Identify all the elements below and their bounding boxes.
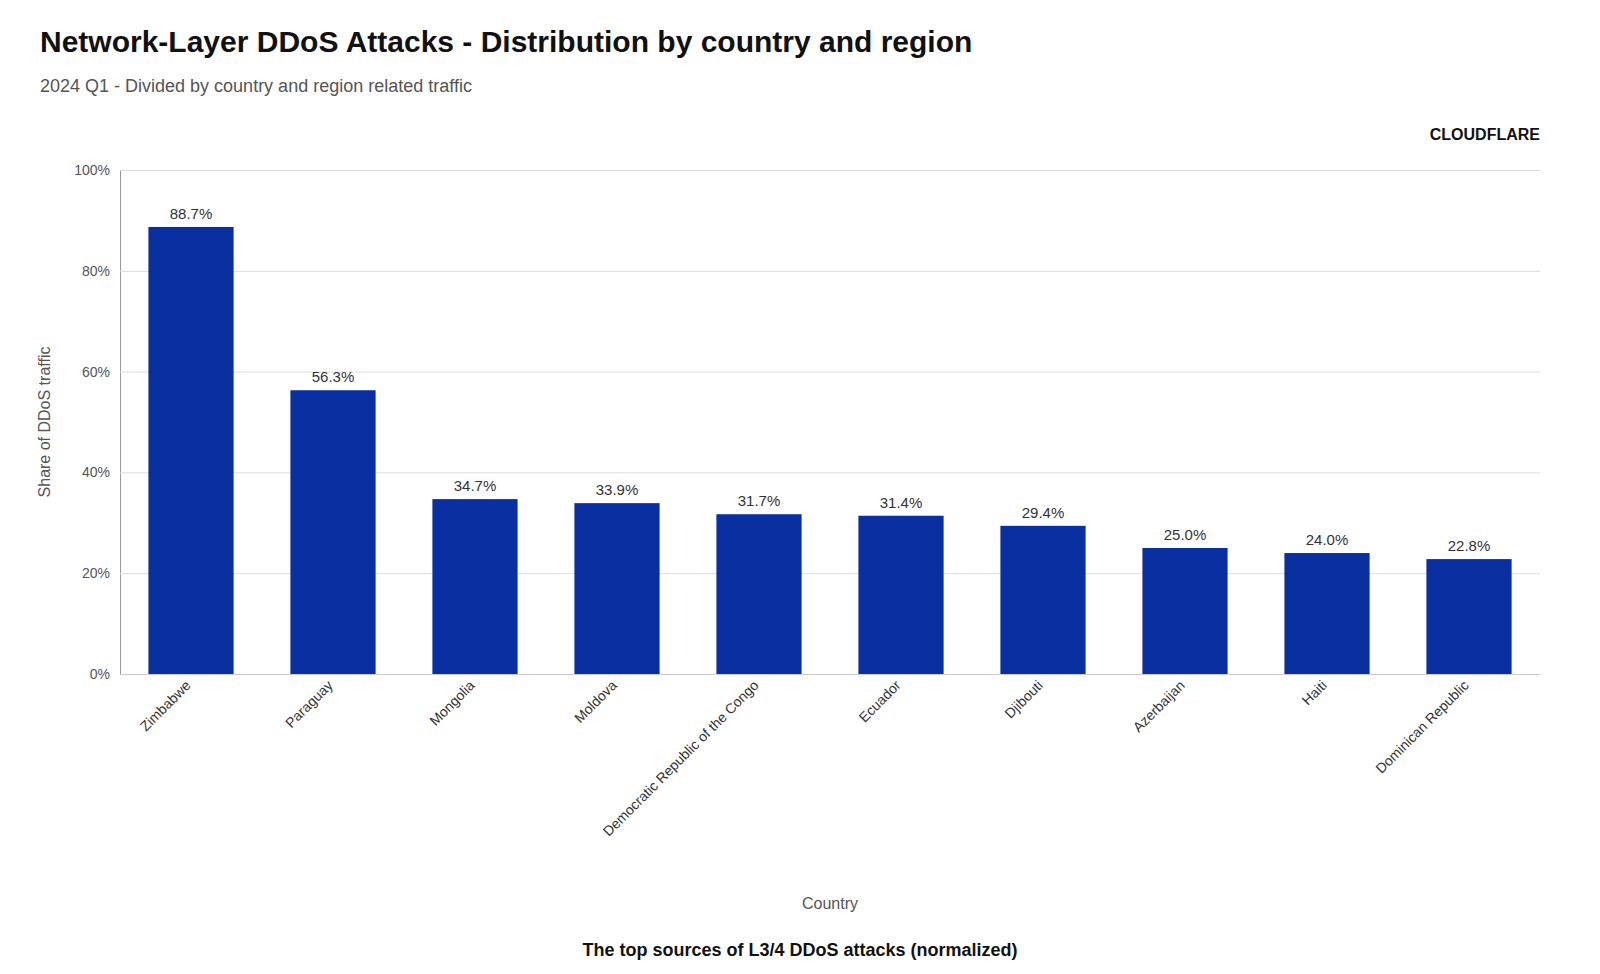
bar <box>1142 548 1227 674</box>
x-axis-title: Country <box>802 895 858 912</box>
chart: Network-Layer DDoS Attacks - Distributio… <box>0 0 1600 974</box>
annotation: CLOUDFLARE <box>1430 126 1541 143</box>
x-tick-label: Dominican Republic <box>1372 677 1471 776</box>
x-tick-label: Democratic Republic of the Congo <box>600 677 762 839</box>
data-label: 24.0% <box>1306 531 1349 548</box>
data-label: 33.9% <box>596 481 639 498</box>
x-axis: Zimbabwe Paraguay Mongolia MoldovaDemocrati… <box>121 675 1541 840</box>
bars <box>148 227 1511 674</box>
x-tick-label: Haiti <box>1299 677 1330 708</box>
x-tick: Moldova <box>571 677 620 726</box>
bar <box>148 227 233 674</box>
bar <box>716 514 801 674</box>
bar <box>858 516 943 674</box>
data-label: 34.7% <box>454 477 497 494</box>
x-tick-label: Djibouti <box>1001 677 1045 721</box>
grid-line <box>120 170 1540 171</box>
grid-line <box>120 674 1540 675</box>
x-tick-label: Paraguay <box>282 677 336 731</box>
x-tick: Democratic Republic of the Congo <box>600 677 762 839</box>
y-tick: 60% <box>82 364 1540 380</box>
bar <box>1284 553 1369 674</box>
grid-line <box>120 271 1540 272</box>
bar <box>290 390 375 674</box>
data-labels: 88.7% 56.3% 34.7% 33.9% 31.7% 31.4% 29.4% 25.0%… <box>170 205 1491 554</box>
data-label: 22.8% <box>1448 537 1491 554</box>
x-axis-line <box>121 674 1541 675</box>
caption: The top sources of L3/4 DDoS attacks (no… <box>582 940 1017 960</box>
x-tick-label: Ecuador <box>856 677 904 725</box>
x-tick: Dominican Republic <box>1372 677 1471 776</box>
y-tick-label: 60% <box>82 364 110 380</box>
bar <box>1000 526 1085 674</box>
bar <box>574 503 659 674</box>
data-label: 88.7% <box>170 205 213 222</box>
x-tick-label: Mongolia <box>426 677 478 729</box>
y-axis-line <box>121 171 1541 675</box>
data-label: 29.4% <box>1022 504 1065 521</box>
y-tick-label: 40% <box>82 464 110 480</box>
y-axis: 0% 20% 40% 60% 80% 100% <box>74 162 1540 682</box>
x-tick: Azerbaijan <box>1130 677 1188 735</box>
subtitle: 2024 Q1 - Divided by country and region … <box>40 76 472 96</box>
data-label: 25.0% <box>1164 526 1207 543</box>
y-tick: 100% <box>74 162 1540 178</box>
y-tick: 80% <box>82 263 1540 279</box>
x-tick-label: Moldova <box>571 677 620 726</box>
x-tick-label: Azerbaijan <box>1130 677 1188 735</box>
x-tick-label: Zimbabwe <box>137 677 194 734</box>
y-tick-label: 20% <box>82 565 110 581</box>
y-tick-label: 0% <box>90 666 110 682</box>
x-tick: Mongolia <box>426 677 478 729</box>
y-tick-label: 100% <box>74 162 110 178</box>
bar <box>1426 559 1511 674</box>
y-axis-title: Share of DDoS traffic <box>36 347 53 498</box>
x-tick: Djibouti <box>1001 677 1045 721</box>
x-tick: Zimbabwe <box>137 677 194 734</box>
data-label: 31.4% <box>880 494 923 511</box>
x-tick: Paraguay <box>282 677 336 731</box>
data-label: 56.3% <box>312 368 355 385</box>
title: Network-Layer DDoS Attacks - Distributio… <box>40 25 972 58</box>
data-label: 31.7% <box>738 492 781 509</box>
x-tick: Haiti <box>1299 677 1330 708</box>
x-tick: Ecuador <box>856 677 904 725</box>
y-tick-label: 80% <box>82 263 110 279</box>
bar <box>432 499 517 674</box>
